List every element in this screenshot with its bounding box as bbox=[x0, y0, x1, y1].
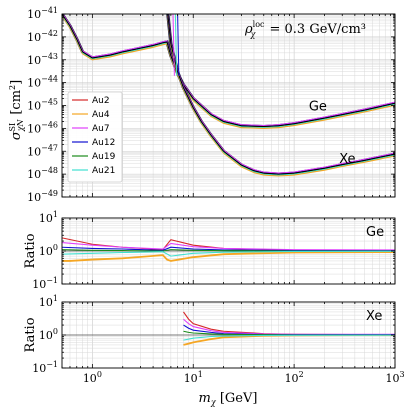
ratio-line-au7 bbox=[183, 318, 395, 335]
limit-curve-xe bbox=[166, 14, 395, 177]
y-tick-label: 10−1 bbox=[32, 276, 58, 291]
mid-ylabel: Ratio bbox=[23, 233, 38, 268]
bot-curves bbox=[62, 311, 395, 346]
x-tick-label: 100 bbox=[83, 370, 102, 385]
limit-line-xe-1 bbox=[167, 15, 395, 177]
ratio-line-au7 bbox=[62, 242, 395, 251]
xe-spike bbox=[174, 14, 178, 76]
curve-label-ge: Ge bbox=[309, 100, 327, 115]
x-axis-label: mχ [GeV] bbox=[199, 391, 258, 407]
bot-panel-label: Xe bbox=[366, 309, 382, 324]
xe-spike bbox=[172, 14, 175, 76]
mid-panel-label: Ge bbox=[366, 225, 384, 240]
mid-tick-labels: 10−1 100 101 bbox=[32, 210, 58, 291]
y-tick-label: 10−44 bbox=[27, 75, 58, 90]
mid-ticks bbox=[61, 217, 396, 285]
density-annotation: ρloc χ = 0.3 GeV/cm³ bbox=[244, 20, 366, 39]
y-tick-label: 10−43 bbox=[27, 52, 58, 67]
y-tick-label: 101 bbox=[39, 294, 58, 309]
y-tick-label: 10−1 bbox=[32, 360, 58, 375]
legend-label-au7: Au7 bbox=[92, 124, 110, 134]
top-tick-labels: 10−49 10−48 10−47 10−46 10−45 10−44 10−43 10−42… bbox=[27, 6, 58, 204]
y-tick-label: 10−46 bbox=[27, 120, 58, 135]
top-curves bbox=[62, 14, 395, 177]
y-tick-label: 10−41 bbox=[27, 6, 58, 21]
legend-label-au4: Au4 bbox=[92, 110, 110, 120]
y-tick-label: 100 bbox=[39, 327, 58, 342]
mid-curves bbox=[62, 237, 395, 262]
bot-ticks bbox=[61, 301, 396, 369]
x-tick-label: 103 bbox=[385, 370, 404, 385]
limit-line-xe-4 bbox=[167, 14, 395, 175]
y-tick-label: 10−42 bbox=[27, 29, 58, 44]
top-ylabel: σχNSI [cm2] bbox=[8, 80, 25, 140]
xe-spike bbox=[177, 14, 180, 76]
ratio-line-au21 bbox=[183, 334, 395, 341]
bot-tick-labels: 10−1 100 101 100 101 102 103 bbox=[32, 294, 404, 385]
y-tick-label: 10−49 bbox=[27, 189, 58, 204]
top-ticks bbox=[61, 13, 396, 198]
x-tick-label: 102 bbox=[285, 370, 304, 385]
y-tick-label: 10−45 bbox=[27, 98, 58, 113]
y-tick-label: 10−47 bbox=[27, 143, 58, 158]
legend-label-au2: Au2 bbox=[92, 96, 110, 106]
legend-label-au12: Au12 bbox=[92, 138, 115, 148]
y-tick-label: 101 bbox=[39, 210, 58, 225]
ratio-line-au21 bbox=[62, 250, 395, 257]
limit-line-xe-6 bbox=[167, 14, 395, 175]
x-tick-label: 101 bbox=[184, 370, 203, 385]
curve-labels: Ge Xe bbox=[309, 100, 356, 168]
ratio-line-au19 bbox=[62, 249, 395, 252]
ratio-line-au4 bbox=[62, 251, 395, 262]
ratio-line-au12 bbox=[62, 246, 395, 252]
curve-label-xe: Xe bbox=[339, 152, 355, 167]
legend-label-au19: Au19 bbox=[92, 152, 116, 162]
top-panel: 10−49 10−48 10−47 10−46 10−45 10−44 10−43 10−42… bbox=[8, 6, 396, 204]
legend: Au2 Au4 Au7 Au12 Au19 Au21 bbox=[67, 91, 123, 183]
bot-ylabel: Ratio bbox=[23, 317, 38, 352]
legend-label-au21: Au21 bbox=[92, 166, 115, 176]
y-tick-label: 100 bbox=[39, 243, 58, 258]
middle-panel: 10−1 100 101 Ratio Ge bbox=[23, 210, 396, 291]
bottom-panel: 10−1 100 101 100 101 102 103 Ratio Xe mχ [GeV] bbox=[23, 294, 405, 407]
y-tick-label: 10−48 bbox=[27, 166, 58, 181]
